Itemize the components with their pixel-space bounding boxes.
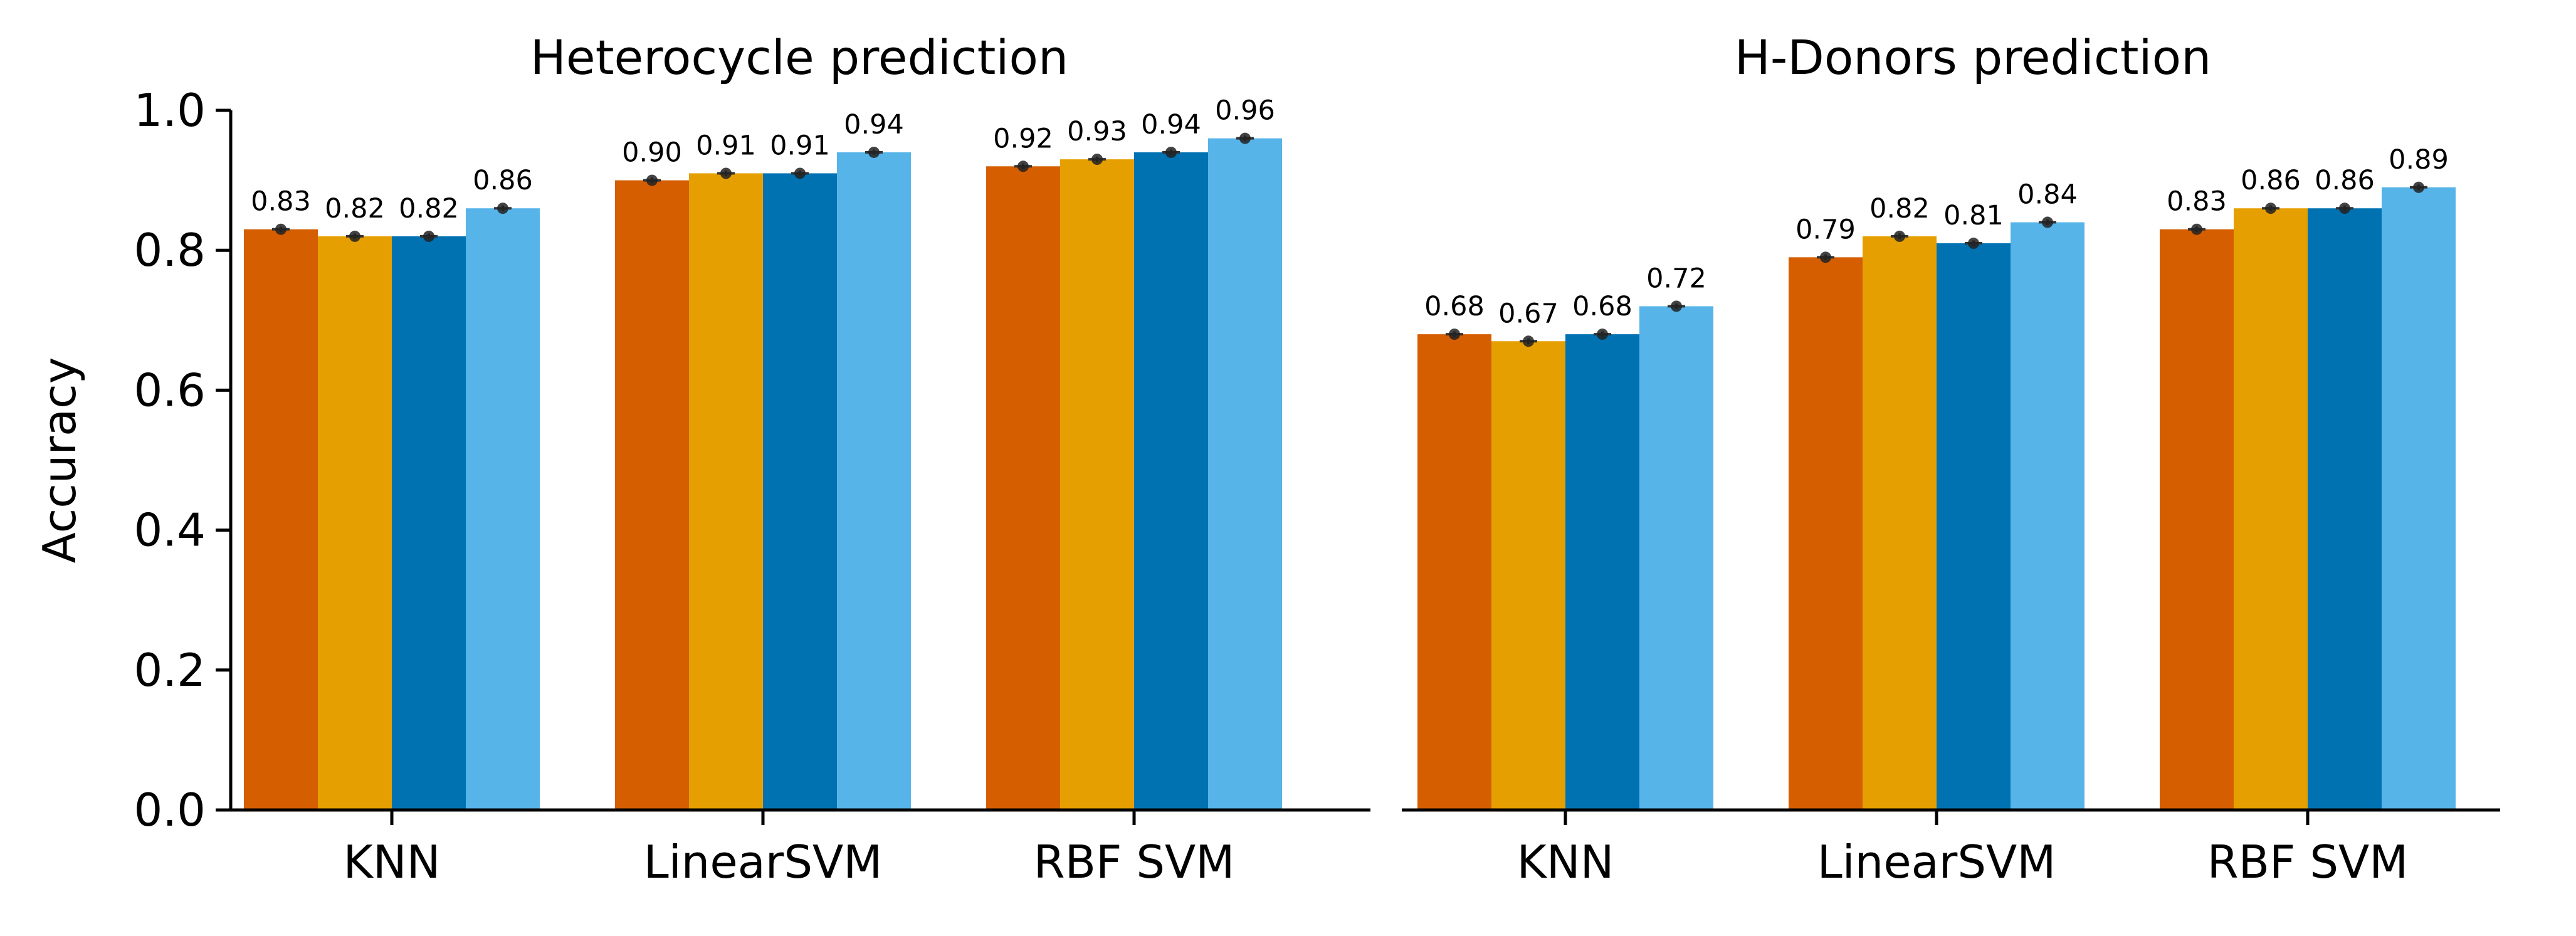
data-label: 0.83 bbox=[2167, 186, 2227, 218]
error-marker bbox=[794, 167, 806, 179]
error-marker bbox=[1523, 335, 1534, 347]
bar bbox=[1639, 306, 1713, 811]
y-tick-label: 0.4 bbox=[134, 504, 206, 557]
bar bbox=[2011, 222, 2084, 810]
error-marker bbox=[2042, 216, 2053, 228]
chart-panel-heterocycle: Heterocycle prediction Accuracy 0.83 0.90… bbox=[33, 29, 1370, 888]
bar bbox=[2382, 187, 2456, 810]
x-tick-label: RBF SVM bbox=[2207, 836, 2409, 888]
data-label: 0.89 bbox=[2389, 144, 2449, 176]
bar bbox=[244, 229, 318, 811]
error-marker bbox=[2265, 202, 2276, 214]
bar bbox=[318, 236, 392, 810]
bar bbox=[1491, 341, 1565, 810]
data-label: 0.83 bbox=[251, 186, 311, 218]
error-marker bbox=[646, 174, 658, 186]
data-label: 0.86 bbox=[473, 165, 533, 196]
bar bbox=[466, 208, 540, 810]
bar bbox=[986, 166, 1060, 810]
bar bbox=[1789, 257, 1863, 810]
bar bbox=[2160, 229, 2234, 811]
data-label: 0.94 bbox=[844, 109, 904, 140]
data-label: 0.92 bbox=[993, 123, 1053, 154]
y-axis-label: Accuracy bbox=[33, 357, 86, 564]
error-marker bbox=[1820, 251, 1831, 263]
error-marker bbox=[1165, 146, 1177, 158]
bar bbox=[1417, 334, 1491, 810]
data-label: 0.81 bbox=[1943, 200, 2004, 231]
bar bbox=[1937, 243, 2011, 810]
y-tick-label: 0.0 bbox=[134, 784, 206, 836]
error-marker bbox=[1017, 160, 1029, 172]
bar bbox=[1565, 334, 1639, 810]
error-marker bbox=[1671, 300, 1682, 312]
data-label: 0.93 bbox=[1067, 116, 1127, 147]
data-label: 0.68 bbox=[1572, 291, 1632, 322]
error-marker bbox=[2413, 181, 2424, 193]
data-label: 0.68 bbox=[1424, 291, 1485, 322]
error-marker bbox=[720, 167, 732, 179]
data-label: 0.86 bbox=[2315, 165, 2375, 196]
error-marker bbox=[1597, 329, 1608, 340]
y-tick-label: 1.0 bbox=[134, 84, 206, 137]
x-tick-label: LinearSVM bbox=[1817, 836, 2056, 888]
data-label: 0.86 bbox=[2241, 165, 2301, 196]
data-label: 0.82 bbox=[325, 193, 385, 224]
bar bbox=[2234, 208, 2308, 810]
data-label: 0.72 bbox=[1646, 263, 1706, 294]
bar bbox=[689, 173, 763, 810]
data-label: 0.90 bbox=[622, 137, 682, 169]
bar bbox=[1134, 152, 1208, 811]
bar bbox=[1863, 236, 1937, 810]
error-marker bbox=[275, 223, 287, 235]
x-tick-label: KNN bbox=[344, 836, 441, 888]
bar bbox=[615, 180, 689, 811]
data-label: 0.91 bbox=[696, 130, 756, 161]
x-tick-label: KNN bbox=[1517, 836, 1614, 888]
error-marker bbox=[2191, 223, 2202, 235]
data-label: 0.94 bbox=[1141, 109, 1201, 140]
bar bbox=[837, 152, 911, 811]
error-marker bbox=[423, 230, 434, 242]
x-tick-label: RBF SVM bbox=[1034, 836, 1235, 888]
data-label: 0.67 bbox=[1498, 298, 1559, 329]
error-marker bbox=[2339, 202, 2350, 214]
y-tick-label: 0.2 bbox=[134, 644, 206, 697]
data-label: 0.82 bbox=[399, 193, 459, 224]
error-marker bbox=[868, 146, 880, 158]
bar bbox=[763, 173, 837, 810]
x-tick-label: LinearSVM bbox=[644, 836, 883, 888]
error-marker bbox=[497, 202, 508, 214]
error-marker bbox=[1968, 238, 1979, 250]
error-marker bbox=[1091, 154, 1103, 166]
data-label: 0.96 bbox=[1215, 95, 1275, 127]
error-marker bbox=[1894, 230, 1905, 242]
error-marker bbox=[1449, 329, 1460, 340]
data-label: 0.84 bbox=[2017, 179, 2078, 211]
data-label: 0.82 bbox=[1869, 193, 1930, 224]
bar bbox=[392, 236, 466, 810]
panel-title: H-Donors prediction bbox=[1735, 29, 2212, 85]
panel-title: Heterocycle prediction bbox=[530, 29, 1068, 85]
data-label: 0.91 bbox=[770, 130, 830, 161]
bar bbox=[2308, 208, 2382, 810]
y-tick-label: 0.8 bbox=[134, 224, 206, 276]
data-label: 0.79 bbox=[1795, 214, 1856, 245]
error-marker bbox=[1239, 132, 1251, 144]
y-tick-label: 0.6 bbox=[134, 364, 206, 416]
chart-panel-h-donors: H-Donors prediction 0.68 0.79 0.83 0.67 0.82… bbox=[1402, 29, 2500, 888]
bar bbox=[1060, 159, 1134, 810]
error-marker bbox=[349, 230, 360, 242]
bar bbox=[1208, 138, 1282, 810]
